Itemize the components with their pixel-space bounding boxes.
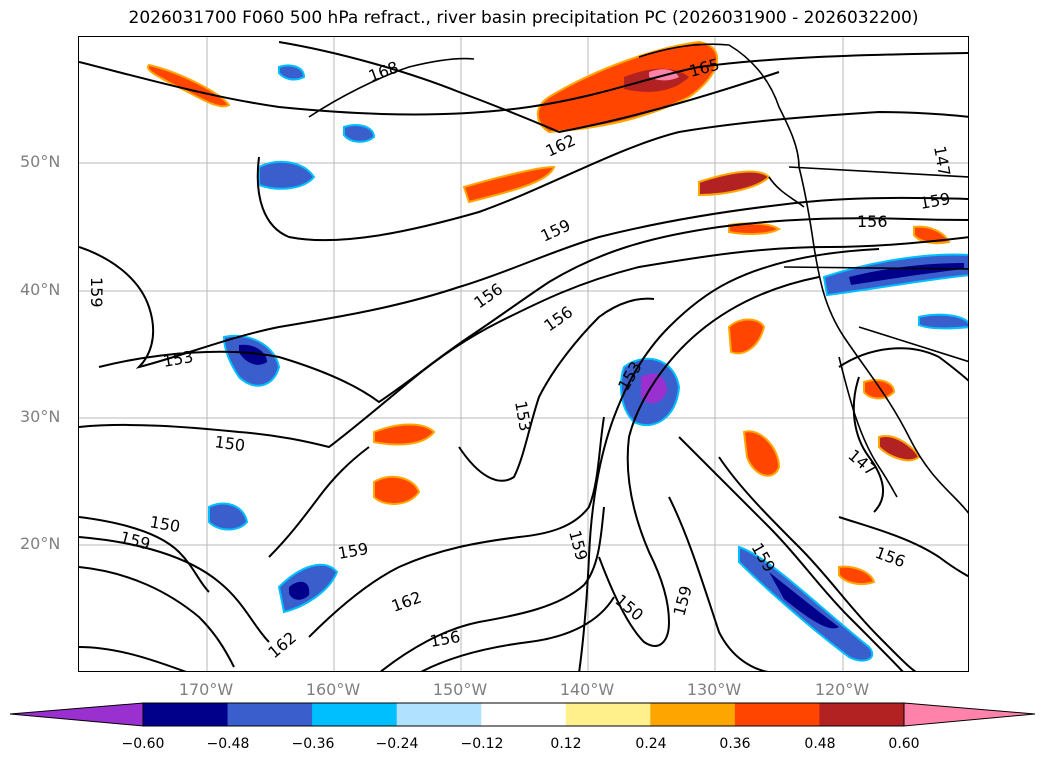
colorbar-segment <box>565 703 651 726</box>
patch-blue-1 <box>258 160 316 190</box>
colorbar-tick-label: −0.60 <box>121 736 165 752</box>
patch-mid-pacific <box>462 165 556 204</box>
patch-lightblue-1 <box>343 124 376 143</box>
contour-label: 159 <box>538 215 574 245</box>
patch-south-1 <box>838 565 876 585</box>
patch-purple-core <box>641 373 667 404</box>
contour-label: 150 <box>148 512 181 536</box>
map-title: 2026031700 F060 500 hPa refract., river … <box>128 8 919 28</box>
contour-label: 159 <box>87 277 106 308</box>
colorbar-low-extend <box>10 702 144 727</box>
colorbar-segment <box>143 703 229 726</box>
patch-mexico <box>878 435 921 462</box>
contour-label: 159 <box>670 584 696 618</box>
contour-label: 156 <box>540 302 576 335</box>
contour-label: 168 <box>366 57 401 85</box>
contour-label: 153 <box>161 347 194 371</box>
colorbar-segment <box>481 703 567 726</box>
contour-labels: 168 165 162 159 156 156 159 156 153 153 … <box>87 55 954 662</box>
colorbar-segment <box>227 703 313 726</box>
lon-label-130w: 130°W <box>686 680 742 699</box>
patch-bc-coast <box>698 170 771 197</box>
colorbar-segment <box>650 703 736 726</box>
patch-blue-south-core <box>769 572 839 629</box>
colorbar-tick-label: 0.36 <box>719 736 751 752</box>
positive-anomaly-patches <box>147 40 951 585</box>
lat-label-20n: 20°N <box>20 534 61 553</box>
patch-subtropic-3 <box>742 430 781 477</box>
patch-orange <box>147 63 231 108</box>
lat-label-50n: 50°N <box>20 152 61 171</box>
colorbar-segment <box>819 703 905 726</box>
height-contours <box>79 41 968 671</box>
map-plot-area: 168 165 162 159 156 156 159 156 153 153 … <box>78 36 969 672</box>
colorbar-frame <box>142 702 905 727</box>
lon-label-120w: 120°W <box>814 680 870 699</box>
contour-label: 159 <box>918 189 951 213</box>
colorbar <box>10 702 1036 727</box>
negative-anomaly-patches <box>208 64 968 662</box>
colorbar-high-extend <box>903 702 1036 727</box>
patch-south-2 <box>913 225 951 245</box>
patch-blue-2-core <box>239 344 267 365</box>
colorbar-segment <box>734 703 820 726</box>
colorbar-tick-label: −0.36 <box>291 736 335 752</box>
patch-subtropic-4 <box>863 379 896 400</box>
contour-label: 150 <box>611 591 647 625</box>
colorbar-segments <box>143 703 905 726</box>
lat-label-30n: 30°N <box>20 407 61 426</box>
patch-blue-4-core <box>289 581 310 600</box>
contour-label: 150 <box>213 432 246 455</box>
patch-blue-3 <box>208 502 249 531</box>
colorbar-segment <box>312 703 398 726</box>
lon-label-160w: 160°W <box>305 680 361 699</box>
contour-label: 156 <box>873 543 908 571</box>
contour-label: 153 <box>511 399 535 432</box>
patch-subtropic-1 <box>373 423 436 446</box>
contour-label: 162 <box>264 628 300 662</box>
colorbar-tick-label: −0.12 <box>460 736 504 752</box>
lon-label-140w: 140°W <box>559 680 615 699</box>
patch-subtropic-2 <box>373 475 421 505</box>
contour-label: 162 <box>543 130 579 160</box>
colorbar-tick-label: 0.48 <box>804 736 836 752</box>
contour-label: 159 <box>118 528 152 554</box>
contour-label: 147 <box>844 446 880 480</box>
contour-label: 156 <box>428 627 461 651</box>
patch-lightblue-2 <box>278 64 306 81</box>
lat-label-40n: 40°N <box>20 280 61 299</box>
contour-label: 147 <box>930 144 954 177</box>
colorbar-tick-label: 0.24 <box>635 736 667 752</box>
contour-label: 159 <box>565 528 591 562</box>
colorbar-tick-label: 0.12 <box>550 736 582 752</box>
patch-offshore-ca <box>727 318 766 355</box>
patch-blue-utah <box>918 313 968 330</box>
contour-label: 156 <box>857 212 888 231</box>
colorbar-tick-label: 0.60 <box>888 736 920 752</box>
lon-label-150w: 150°W <box>432 680 488 699</box>
colorbar-tick-label: −0.48 <box>206 736 250 752</box>
map-canvas: 168 165 162 159 156 156 159 156 153 153 … <box>79 37 968 671</box>
contour-label: 156 <box>470 279 506 312</box>
contour-label: 159 <box>336 539 369 563</box>
colorbar-segment <box>396 703 482 726</box>
lon-label-170w: 170°W <box>178 680 234 699</box>
contour-label: 162 <box>389 587 424 615</box>
colorbar-tick-label: −0.24 <box>375 736 419 752</box>
